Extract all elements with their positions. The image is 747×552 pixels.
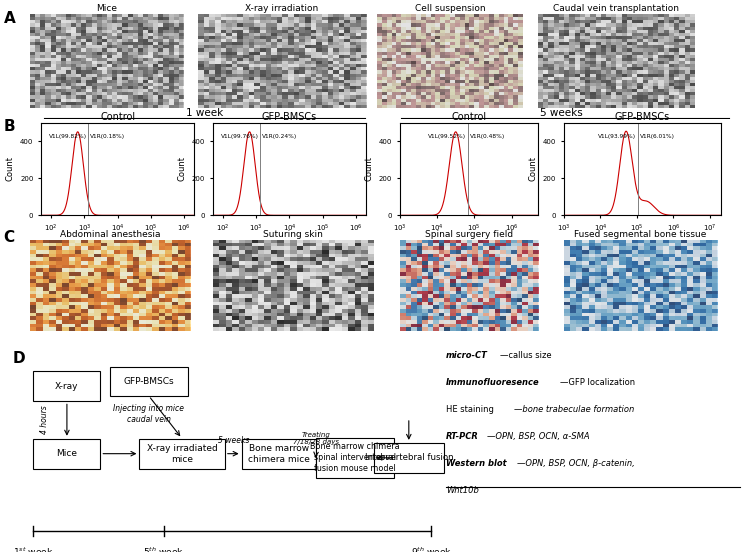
Text: V1L(99.82%): V1L(99.82%) xyxy=(49,134,87,139)
Title: X-ray irradiation: X-ray irradiation xyxy=(245,4,319,13)
Text: X-ray: X-ray xyxy=(55,382,78,391)
Text: V1R(6.01%): V1R(6.01%) xyxy=(639,134,675,139)
Text: GFP-BMSCs: GFP-BMSCs xyxy=(123,376,174,386)
Text: $1^{st}$ week: $1^{st}$ week xyxy=(13,546,54,552)
Y-axis label: Count: Count xyxy=(364,156,373,182)
Text: X-ray irradiated
mice: X-ray irradiated mice xyxy=(146,444,217,464)
FancyBboxPatch shape xyxy=(110,367,187,396)
Y-axis label: Count: Count xyxy=(528,156,537,182)
Title: Caudal vein transplantation: Caudal vein transplantation xyxy=(554,4,679,13)
Text: —GFP localization: —GFP localization xyxy=(560,378,636,387)
Text: Mice: Mice xyxy=(57,449,78,458)
Text: $5^{th}$ week: $5^{th}$ week xyxy=(143,546,184,552)
FancyBboxPatch shape xyxy=(140,439,225,469)
Title: Spinal surgery field: Spinal surgery field xyxy=(425,230,512,240)
Text: A: A xyxy=(4,12,16,26)
Y-axis label: Count: Count xyxy=(177,156,186,182)
Text: 5 weeks: 5 weeks xyxy=(217,437,249,445)
Title: Abdominal anesthesia: Abdominal anesthesia xyxy=(60,230,161,240)
Text: B: B xyxy=(4,119,16,134)
Text: V1L(99.76%): V1L(99.76%) xyxy=(220,134,258,139)
Text: Bone marrow
chimera mice: Bone marrow chimera mice xyxy=(248,444,310,464)
Text: 5 weeks: 5 weeks xyxy=(540,108,583,118)
FancyBboxPatch shape xyxy=(34,371,100,401)
Text: V1R(0.24%): V1R(0.24%) xyxy=(262,134,297,139)
Text: D: D xyxy=(13,351,25,366)
Text: V1L(93.99%): V1L(93.99%) xyxy=(598,134,636,139)
Text: —callus size: —callus size xyxy=(500,351,552,360)
Y-axis label: Count: Count xyxy=(5,156,14,182)
Title: GFP-BMSCs: GFP-BMSCs xyxy=(615,112,670,122)
Title: Fused segmental bone tissue: Fused segmental bone tissue xyxy=(574,230,707,240)
Text: Injecting into mice
caudal vein: Injecting into mice caudal vein xyxy=(114,404,185,424)
Title: Cell suspension: Cell suspension xyxy=(415,4,486,13)
Text: 1 week: 1 week xyxy=(186,108,223,118)
X-axis label: FITC-A: FITC-A xyxy=(105,240,131,249)
Text: Wnt10b: Wnt10b xyxy=(446,486,479,495)
Text: $9^{th}$ week: $9^{th}$ week xyxy=(411,546,452,552)
Text: —OPN, BSP, OCN, α-SMA: —OPN, BSP, OCN, α-SMA xyxy=(487,432,589,441)
Text: Bone marrow chimera
spinal intervertebral
fusion mouse model: Bone marrow chimera spinal intervertebra… xyxy=(310,442,400,474)
Text: Western blot: Western blot xyxy=(446,459,506,468)
Title: Suturing skin: Suturing skin xyxy=(263,230,323,240)
Text: —bone trabeculae formation: —bone trabeculae formation xyxy=(515,405,635,414)
Title: Control: Control xyxy=(100,112,135,122)
Text: V1R(0.48%): V1R(0.48%) xyxy=(470,134,505,139)
Title: GFP-BMSCs: GFP-BMSCs xyxy=(262,112,317,122)
FancyBboxPatch shape xyxy=(34,439,100,469)
Text: 4 hours: 4 hours xyxy=(40,406,49,434)
Title: Control: Control xyxy=(451,112,486,122)
Text: RT-PCR: RT-PCR xyxy=(446,432,479,441)
Text: micro-CT: micro-CT xyxy=(446,351,488,360)
Text: V1R(0.18%): V1R(0.18%) xyxy=(90,134,125,139)
FancyBboxPatch shape xyxy=(241,439,316,469)
Text: Intervertebral fusion: Intervertebral fusion xyxy=(365,453,453,463)
Text: V1L(99.52%): V1L(99.52%) xyxy=(427,134,466,139)
FancyBboxPatch shape xyxy=(374,443,444,473)
Text: HE staining: HE staining xyxy=(446,405,494,414)
FancyBboxPatch shape xyxy=(315,438,394,478)
Text: Immunofluoresence: Immunofluoresence xyxy=(446,378,539,387)
Title: Mice: Mice xyxy=(96,4,117,13)
Text: —OPN, BSP, OCN, β-catenin,: —OPN, BSP, OCN, β-catenin, xyxy=(518,459,635,468)
Text: Treating
7/18/28 days: Treating 7/18/28 days xyxy=(293,432,338,445)
Text: C: C xyxy=(4,230,15,245)
